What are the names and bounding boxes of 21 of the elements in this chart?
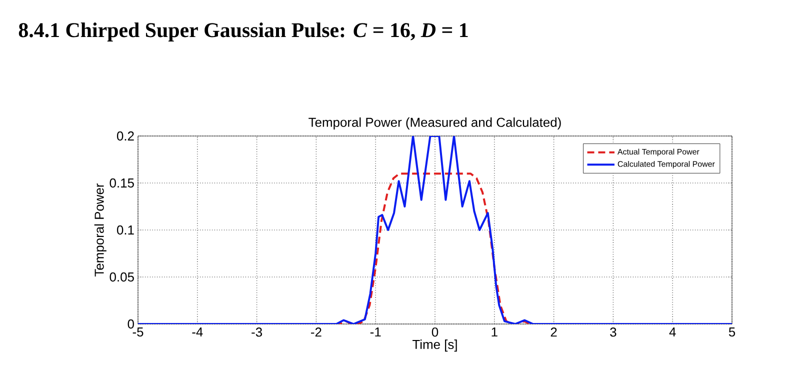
x-tick-label: -1 — [370, 328, 381, 336]
line-series — [138, 136, 732, 324]
x-tick-label: -4 — [192, 328, 203, 336]
x-tick-label: 5 — [728, 328, 736, 337]
y-tick-label: 0.05 — [110, 272, 134, 282]
y-axis-title: Temporal Power — [94, 183, 106, 276]
x-tick-label: -5 — [132, 328, 144, 337]
x-tick-label: 2 — [550, 328, 557, 337]
x-tick-label: 0 — [432, 328, 438, 337]
x-axis-title: Time [s] — [412, 340, 457, 352]
y-tick-label: 0.15 — [110, 178, 134, 188]
chart-title: 8.4.1 Chirped Super Gaussian Pulse: C = 16, D = 1 — [18, 22, 468, 42]
y-tick-label: 0.1 — [116, 225, 134, 235]
x-tick-label: 1 — [492, 328, 498, 336]
x-tick-label: -2 — [311, 328, 322, 337]
x-tick-label: 3 — [610, 328, 616, 337]
x-tick-label: -3 — [252, 328, 262, 337]
chart-subtitle: Temporal Power (Measured and Calculated) — [308, 117, 561, 130]
y-tick-label: 0.2 — [116, 131, 134, 141]
x-tick-label: 4 — [669, 328, 676, 336]
y-tick-label: 0 — [128, 319, 134, 329]
